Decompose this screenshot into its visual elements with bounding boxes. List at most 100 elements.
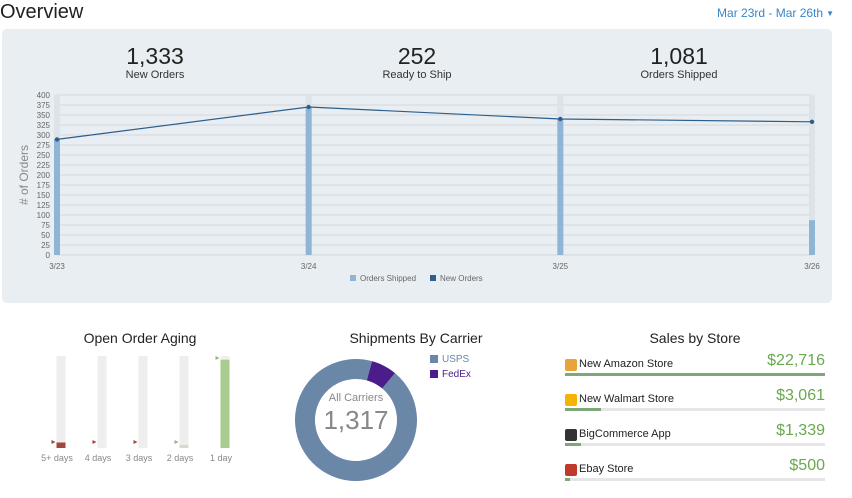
y-tick-label: 325 bbox=[37, 121, 51, 130]
carrier-total: 1,317 bbox=[323, 405, 388, 435]
aging-bar-fill bbox=[56, 442, 66, 448]
store-name: BigCommerce App bbox=[579, 428, 671, 440]
aging-label: 5+ days bbox=[41, 453, 73, 463]
y-tick-label: 100 bbox=[37, 211, 51, 220]
aging-marker-icon bbox=[215, 356, 220, 360]
store-amount: $500 bbox=[789, 457, 825, 474]
y-tick-label: 250 bbox=[37, 151, 51, 160]
store-amount: $3,061 bbox=[776, 387, 825, 404]
aging-label: 2 days bbox=[167, 453, 194, 463]
store-bar-track bbox=[565, 408, 825, 411]
store-amount: $1,339 bbox=[776, 422, 825, 439]
overview-panel: 1,333 New Orders 252 Ready to Ship 1,081… bbox=[2, 29, 832, 303]
store-bar-track bbox=[565, 478, 825, 481]
stat-ready-to-ship: 252 Ready to Ship bbox=[327, 43, 507, 81]
aging-label: 3 days bbox=[126, 453, 153, 463]
aging-marker-icon bbox=[51, 440, 56, 444]
legend-usps: USPS bbox=[430, 354, 469, 365]
bar-orders-shipped bbox=[809, 220, 815, 255]
fedex-swatch bbox=[430, 370, 438, 378]
store-row[interactable]: New Amazon Store $22,716 bbox=[565, 352, 825, 384]
store-row[interactable]: New Walmart Store $3,061 bbox=[565, 387, 825, 419]
walmart-icon bbox=[565, 394, 577, 406]
stat-label: Ready to Ship bbox=[382, 69, 452, 81]
y-tick-label: 75 bbox=[41, 221, 50, 230]
bar-orders-shipped bbox=[305, 107, 312, 255]
carrier-center-label: All Carriers bbox=[329, 392, 384, 404]
y-tick-label: 350 bbox=[37, 111, 51, 120]
stat-value: 252 bbox=[397, 43, 437, 69]
page-title: Overview bbox=[0, 1, 84, 23]
store-name: New Amazon Store bbox=[579, 358, 674, 370]
store-bar-track bbox=[565, 373, 825, 376]
x-tick-label: 3/23 bbox=[49, 262, 65, 271]
x-tick-label: 3/24 bbox=[301, 262, 317, 271]
y-tick-label: 300 bbox=[37, 131, 51, 140]
aging-bar-track bbox=[97, 356, 107, 448]
stat-new-orders: 1,333 New Orders bbox=[65, 43, 245, 81]
point-new-orders bbox=[54, 137, 60, 142]
y-axis-label: # of Orders bbox=[17, 145, 31, 205]
date-range-picker[interactable]: Mar 23rd - Mar 26th ▼ bbox=[717, 6, 834, 20]
carrier-donut: All Carriers 1,317 bbox=[295, 359, 417, 481]
legend-swatch-new-orders bbox=[430, 275, 436, 281]
date-range-label: Mar 23rd - Mar 26th bbox=[717, 6, 824, 20]
bar-orders-shipped bbox=[557, 119, 564, 255]
bigcommerce-icon bbox=[565, 429, 577, 441]
caret-down-icon: ▼ bbox=[826, 9, 834, 18]
aging-bar-fill bbox=[179, 445, 189, 448]
amazon-icon bbox=[565, 359, 577, 371]
aging-marker-icon bbox=[133, 440, 138, 444]
legend-fedex: FedEx bbox=[430, 369, 471, 380]
aging-chart: 5+ days 4 days 3 days 2 days 1 day bbox=[41, 356, 233, 463]
y-tick-label: 275 bbox=[37, 141, 51, 150]
bar-orders-shipped bbox=[54, 139, 60, 255]
store-bar-fill bbox=[565, 478, 571, 481]
stat-value: 1,333 bbox=[126, 43, 184, 69]
stat-value: 1,081 bbox=[650, 43, 708, 69]
legend-label-new-orders: New Orders bbox=[440, 274, 483, 283]
aging-title: Open Order Aging bbox=[83, 330, 197, 346]
aging-bar-track bbox=[179, 356, 189, 448]
point-new-orders bbox=[809, 119, 815, 125]
bar-background bbox=[809, 95, 815, 255]
aging-label: 4 days bbox=[85, 453, 112, 463]
stat-orders-shipped: 1,081 Orders Shipped bbox=[589, 43, 769, 81]
fedex-label: FedEx bbox=[442, 369, 471, 380]
point-new-orders bbox=[558, 116, 563, 122]
store-row[interactable]: BigCommerce App $1,339 bbox=[565, 422, 825, 454]
line-new-orders bbox=[56, 106, 813, 140]
carrier-title: Shipments By Carrier bbox=[349, 330, 483, 346]
y-tick-label: 50 bbox=[41, 231, 50, 240]
donut-slice-usps bbox=[295, 359, 417, 481]
legend-swatch-orders-shipped bbox=[350, 275, 356, 281]
stores-title: Sales by Store bbox=[649, 330, 741, 346]
store-name: Ebay Store bbox=[579, 463, 634, 475]
usps-label: USPS bbox=[442, 354, 470, 365]
stat-label: Orders Shipped bbox=[640, 69, 718, 81]
point-new-orders bbox=[306, 104, 311, 110]
legend-label-orders-shipped: Orders Shipped bbox=[360, 274, 416, 283]
y-tick-label: 225 bbox=[37, 161, 51, 170]
y-tick-label: 0 bbox=[46, 251, 51, 260]
usps-swatch bbox=[430, 355, 438, 363]
x-tick-label: 3/25 bbox=[553, 262, 569, 271]
store-row[interactable]: Ebay Store $500 bbox=[565, 457, 825, 489]
store-bar-fill bbox=[565, 443, 581, 446]
store-bar-fill bbox=[565, 373, 825, 376]
y-tick-label: 200 bbox=[37, 171, 51, 180]
y-tick-label: 25 bbox=[41, 241, 50, 250]
aging-bar-fill bbox=[220, 359, 230, 448]
aging-marker-icon bbox=[92, 440, 97, 444]
ebay-icon bbox=[565, 464, 577, 476]
y-tick-label: 150 bbox=[37, 191, 51, 200]
aging-bar-track bbox=[138, 356, 148, 448]
y-tick-label: 125 bbox=[37, 201, 51, 210]
aging-label: 1 day bbox=[210, 453, 233, 463]
stat-label: New Orders bbox=[125, 69, 185, 81]
y-tick-label: 375 bbox=[37, 101, 51, 110]
x-tick-label: 3/26 bbox=[804, 262, 820, 271]
y-tick-label: 175 bbox=[37, 181, 51, 190]
orders-chart: 0255075100125150175200225250275300325350… bbox=[17, 91, 820, 283]
store-amount: $22,716 bbox=[767, 352, 825, 369]
